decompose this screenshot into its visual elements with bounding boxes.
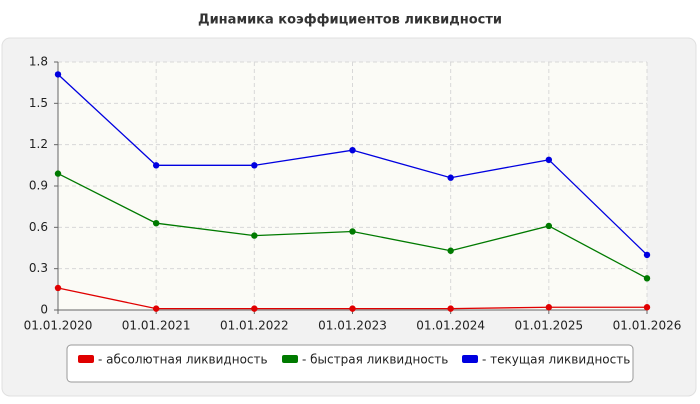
chart-title: Динамика коэффициентов ликвидности <box>198 13 502 28</box>
point <box>349 305 356 312</box>
point <box>251 232 258 239</box>
point <box>152 305 160 312</box>
point <box>54 170 62 177</box>
point <box>152 220 160 227</box>
point <box>349 228 356 235</box>
legend-swatch <box>462 355 478 363</box>
point <box>349 146 356 154</box>
x-tick-label: 01.01.2022 <box>220 319 289 333</box>
y-tick-label: 0.6 <box>29 220 48 234</box>
point <box>54 71 62 78</box>
point <box>545 304 553 311</box>
y-tick-label: 0.3 <box>29 261 48 275</box>
legend-swatch <box>78 355 94 363</box>
legend-swatch <box>282 355 298 363</box>
point <box>643 304 651 311</box>
x-tick-label: 01.01.2021 <box>122 319 191 333</box>
point <box>643 275 651 282</box>
y-tick-label: 1.2 <box>29 137 48 151</box>
point <box>251 162 258 169</box>
point <box>545 156 553 164</box>
point <box>643 251 651 259</box>
y-tick-label: 1.5 <box>29 96 48 110</box>
x-tick-label: 01.01.2024 <box>416 319 485 333</box>
x-tick-label: 01.01.2025 <box>514 319 583 333</box>
point <box>54 284 62 292</box>
legend-label: - текущая ликвидность <box>482 353 630 367</box>
point <box>545 222 553 230</box>
point <box>447 305 454 312</box>
point <box>251 305 258 312</box>
x-tick-label: 01.01.2026 <box>613 319 682 333</box>
point <box>447 174 454 181</box>
x-tick-label: 01.01.2020 <box>24 319 93 333</box>
y-tick-label: 1.8 <box>29 55 48 69</box>
point <box>152 162 160 169</box>
y-tick-label: 0 <box>40 303 48 317</box>
legend-label: - быстрая ликвидность <box>302 353 448 367</box>
x-tick-label: 01.01.2023 <box>318 319 387 333</box>
legend-label: - абсолютная ликвидность <box>98 353 268 367</box>
legend <box>66 344 634 383</box>
y-tick-label: 0.9 <box>29 179 48 193</box>
point <box>447 247 454 254</box>
